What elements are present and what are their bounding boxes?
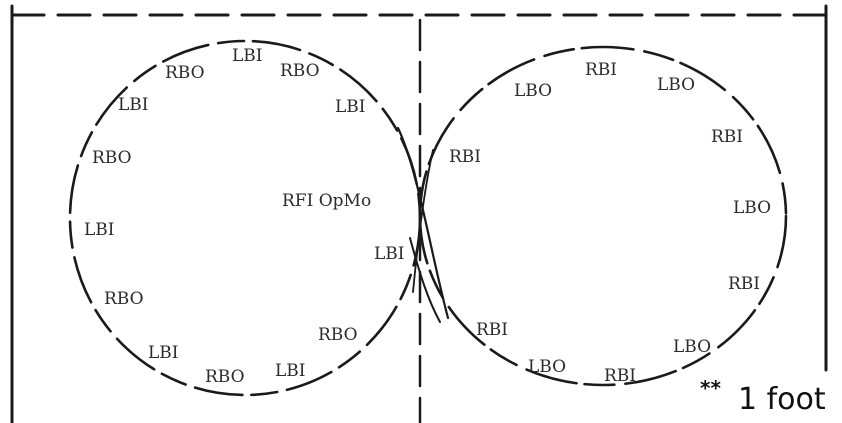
left-start-note: RFI OpMo — [282, 191, 371, 211]
scale-note-marker: ** — [700, 376, 721, 400]
right-label-lbo-bottom-right: LBO — [673, 337, 711, 357]
right-label-rbi-lower-left: RBI — [476, 320, 508, 340]
left-label-lbi-upper-left: LBI — [118, 95, 149, 115]
right-label-lbo-top-right: LBO — [657, 75, 695, 95]
right-label-lbo-right: LBO — [733, 198, 771, 218]
scale-note-text: 1 foot — [738, 382, 826, 417]
right-label-lbo-bottom-left: LBO — [528, 357, 566, 377]
left-label-lbi-top: LBI — [232, 46, 263, 66]
left-label-rbo-bottom: RBO — [205, 367, 245, 387]
left-label-rbo-lower-right: RBO — [318, 325, 358, 345]
right-circle-tracing — [420, 47, 786, 385]
left-label-lbi-bottom-left: LBI — [148, 343, 179, 363]
left-label-rbo-top-right: RBO — [280, 61, 320, 81]
right-label-rbi-lower-right: RBI — [728, 274, 760, 294]
right-label-rbi-upper-left: RBI — [449, 147, 481, 167]
left-label-rbo-left: RBO — [92, 148, 132, 168]
left-label-lbi-upper-right: LBI — [335, 97, 366, 117]
left-label-lbi-left: LBI — [84, 220, 115, 240]
right-label-rbi-top: RBI — [585, 60, 617, 80]
left-label-rbo-top-left: RBO — [165, 63, 205, 83]
right-label-rbi-bottom: RBI — [604, 366, 636, 386]
right-label-rbi-upper-right: RBI — [711, 127, 743, 147]
left-label-rbo-lower-left: RBO — [104, 289, 144, 309]
right-label-lbo-top-left: LBO — [514, 81, 552, 101]
left-label-lbi-right: LBI — [374, 244, 405, 264]
left-label-lbi-bottom-right: LBI — [275, 361, 306, 381]
